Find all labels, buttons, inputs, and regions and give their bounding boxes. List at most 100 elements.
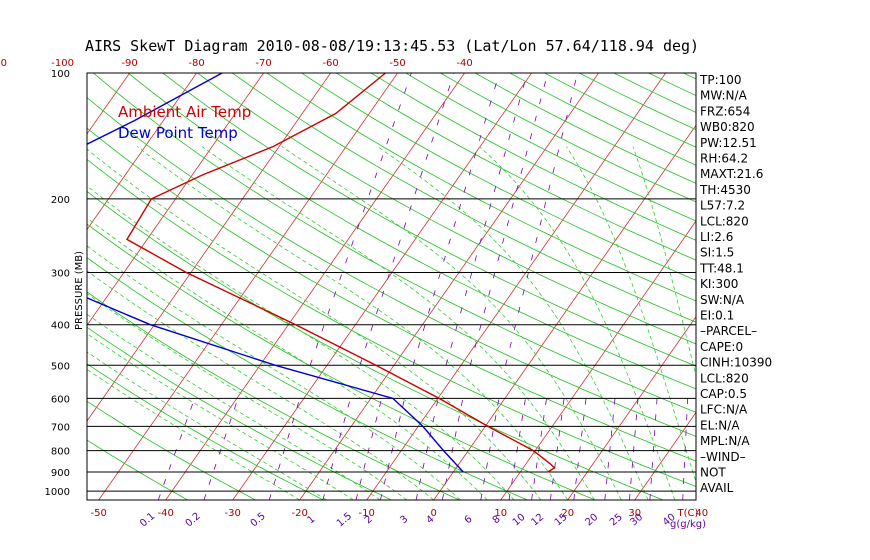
stat-item: LFC:N/A — [700, 403, 748, 417]
dry-adiabat-line — [162, 73, 696, 367]
stat-item: CAP:0.5 — [700, 387, 747, 401]
mixing-ratio-line — [322, 398, 351, 500]
bottom-temp-tick-label: -20 — [292, 508, 308, 519]
stat-item: AVAIL — [700, 481, 734, 495]
dry-adiabat-line — [87, 326, 392, 500]
top-temp-tick-label: -70 — [255, 58, 271, 69]
chart-title: AIRS SkewT Diagram 2010-08-08/19:13:45.5… — [85, 37, 699, 55]
legend-item: Dew Point Temp — [118, 124, 238, 142]
mixing-ratio-tick-label: 3 — [398, 514, 410, 527]
mixing-ratio-line — [573, 398, 587, 500]
isotherm-line — [165, 73, 465, 500]
mixing-ratio-tick-label: 25 — [608, 512, 625, 529]
dry-adiabat-line — [87, 158, 696, 487]
dew-point-temp-line — [87, 73, 464, 473]
data-layer — [87, 73, 556, 473]
dry-adiabat-line — [266, 73, 696, 302]
isotherm-line — [567, 316, 696, 500]
isotherm-line — [299, 73, 599, 500]
stat-item: TT:48.1 — [699, 261, 744, 275]
stat-item: WB0:820 — [700, 120, 755, 134]
mixing-ratio-line — [682, 398, 689, 500]
top-temp-tick-label: -50 — [389, 58, 405, 69]
moist-adiabat-line — [281, 146, 622, 500]
mixing-ratio-line — [355, 398, 383, 500]
mixing-ratio-tick-label: 8 — [491, 514, 503, 527]
bottom-temp-tick-label: 10 — [494, 508, 507, 519]
dry-adiabat-line — [87, 400, 256, 500]
pressure-tick-label: 200 — [51, 195, 70, 206]
mixing-ratio-tick-label: 0.2 — [184, 511, 203, 530]
pressure-tick-label: 900 — [51, 468, 70, 479]
stat-item: PW:12.51 — [700, 136, 757, 150]
mixing-ratio-line — [412, 73, 500, 366]
mixing-ratio-tick-label: 6 — [463, 514, 475, 527]
mixing-ratio-tick-label: 1 — [306, 514, 318, 527]
dry-adiabat-line — [753, 73, 870, 500]
mixing-ratio-tick-label: 10 — [511, 512, 528, 529]
legend: Ambient Air Temp Dew Point Temp — [118, 103, 251, 142]
pressure-tick-label: 700 — [51, 422, 70, 433]
pressure-tick-label: 600 — [51, 394, 70, 405]
stat-item: MAXT:21.6 — [700, 167, 763, 181]
bottom-temp-tick-label: -50 — [91, 508, 107, 519]
isobar-layer — [87, 198, 696, 492]
bottom-temp-tick-label: -40 — [158, 508, 174, 519]
dry-adiabat-line — [509, 73, 696, 166]
plot-frame — [86, 72, 697, 501]
mixing-ratio-line — [480, 398, 500, 500]
moist-adiabat-line — [377, 146, 649, 500]
dry-adiabat-line — [87, 257, 528, 500]
dry-adiabat-line — [405, 73, 696, 222]
stat-item: TP:100 — [699, 73, 742, 87]
bottom-temp-tick-label: 30 — [628, 508, 641, 519]
stat-item: NOT — [700, 466, 726, 480]
pressure-tick-label: 400 — [51, 321, 70, 332]
isotherm-line — [98, 73, 398, 500]
dry-adiabat-line — [93, 73, 696, 413]
isotherm-line — [836, 73, 870, 500]
mixing-ratio-line — [359, 73, 455, 366]
stat-item: TH:4530 — [699, 183, 751, 197]
bottom-temp-tick-label: 40 — [695, 508, 708, 519]
top-temp-tick-label: -110 — [0, 58, 7, 69]
top-temp-tick-label: -90 — [121, 58, 137, 69]
legend-item: Ambient Air Temp — [118, 103, 251, 121]
y-axis-label: PRESSURE (MB) — [74, 251, 85, 330]
mixing-ratio-line — [549, 398, 565, 500]
stat-item: LI:2.6 — [700, 230, 733, 244]
dry-adiabat-line — [127, 73, 696, 390]
top-temp-tick-label: -100 — [51, 58, 74, 69]
mixing-ratio-axis-label: g(g/kg) — [670, 519, 706, 530]
isotherm-line — [87, 73, 197, 231]
stat-item: LCL:820 — [700, 371, 749, 385]
top-temp-tick-label: -60 — [322, 58, 338, 69]
mixing-ratio-tick-label: 0.5 — [249, 511, 268, 530]
mixing-ratio-line — [649, 398, 658, 500]
stat-item: EL:N/A — [700, 418, 740, 432]
top-temp-tick-label: -80 — [188, 58, 204, 69]
mixing-ratio-tick-label: 20 — [584, 512, 601, 529]
mixing-ratio-line — [531, 398, 547, 500]
stat-item: –WIND– — [700, 450, 746, 464]
pressure-tick-label: 800 — [51, 447, 70, 458]
stat-item: KI:300 — [700, 277, 738, 291]
stat-item: CINH:10390 — [700, 356, 772, 370]
isotherm-line — [0, 73, 63, 500]
stat-item: L57:7.2 — [700, 199, 745, 213]
dry-adiabat-line — [197, 73, 696, 345]
pressure-tick-label: 500 — [51, 361, 70, 372]
moist-adiabat-line — [87, 369, 300, 500]
mixing-ratio-line — [415, 398, 439, 500]
mixing-ratio-tick-label: 4 — [424, 514, 436, 527]
dry-adiabat-line — [87, 223, 596, 500]
isotherm-line — [87, 73, 264, 326]
dry-adiabat-line — [231, 73, 696, 323]
dry-adiabat-line — [87, 127, 696, 462]
stat-item: –PARCEL– — [700, 324, 757, 338]
isotherm-line — [232, 73, 532, 500]
top-temp-tick-label: -40 — [456, 58, 472, 69]
dry-adiabat-line — [87, 439, 188, 500]
bottom-temp-tick-label: -30 — [225, 508, 241, 519]
